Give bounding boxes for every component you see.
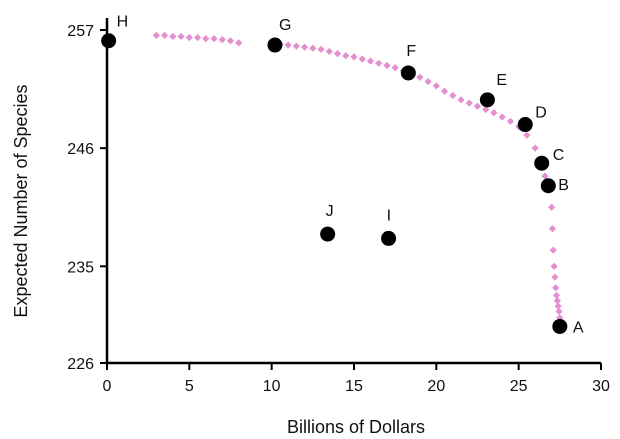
point-label-g: G xyxy=(279,17,291,34)
frontier-point xyxy=(292,42,300,50)
frontier-point xyxy=(449,91,457,100)
frontier-point xyxy=(161,31,169,39)
frontier-point xyxy=(185,33,193,42)
frontier-point xyxy=(555,307,563,316)
point-label-f: F xyxy=(406,43,416,60)
frontier-point xyxy=(350,53,358,61)
y-tick-label: 235 xyxy=(67,259,94,276)
frontier-point xyxy=(531,144,539,152)
point-g xyxy=(267,37,283,53)
frontier-point xyxy=(549,246,557,254)
frontier-point xyxy=(498,113,506,121)
point-e xyxy=(479,92,495,108)
frontier-point xyxy=(226,37,235,45)
point-label-e: E xyxy=(496,72,507,89)
frontier-point xyxy=(424,77,432,86)
frontier-point xyxy=(358,55,366,63)
point-label-c: C xyxy=(553,147,565,164)
frontier-point xyxy=(552,284,560,292)
frontier-point xyxy=(440,87,449,95)
frontier-point xyxy=(325,47,333,56)
frontier-point xyxy=(465,99,473,107)
frontier-point xyxy=(193,33,202,42)
frontier-point xyxy=(548,225,557,233)
frontier-point xyxy=(284,41,292,49)
frontier-point xyxy=(490,109,498,117)
point-label-d: D xyxy=(535,105,547,122)
x-axis-title: Billions of Dollars xyxy=(287,417,425,437)
x-tick-label: 20 xyxy=(427,378,445,395)
y-tick-label: 226 xyxy=(67,356,94,373)
frontier-point xyxy=(342,52,350,60)
frontier-point xyxy=(218,36,226,44)
frontier-point xyxy=(383,61,391,70)
point-j xyxy=(320,226,336,242)
y-tick-label: 257 xyxy=(67,23,94,40)
point-a xyxy=(552,318,568,334)
x-tick-label: 0 xyxy=(103,378,112,395)
point-label-h: H xyxy=(117,14,129,31)
frontier-point xyxy=(177,32,185,41)
frontier-point xyxy=(482,105,490,114)
frontier-point xyxy=(169,32,177,41)
frontier-point xyxy=(548,203,556,211)
point-h xyxy=(101,33,117,49)
frontier-point xyxy=(432,82,440,90)
frontier-point xyxy=(552,291,561,299)
frontier-point xyxy=(309,44,317,52)
labeled-points: H G F E D CB J I A xyxy=(101,14,584,336)
frontier-point xyxy=(506,117,515,125)
frontier-point xyxy=(317,45,325,53)
x-tick-label: 30 xyxy=(592,378,610,395)
point-label-j: J xyxy=(326,203,334,220)
point-label-b: B xyxy=(558,177,569,194)
x-tick-label: 5 xyxy=(185,378,194,395)
frontier-point xyxy=(152,31,160,39)
frontier-point xyxy=(551,273,559,281)
x-tick-label: 15 xyxy=(345,378,363,395)
frontier-point xyxy=(366,57,375,65)
frontier-point xyxy=(333,50,342,58)
y-tick-label: 246 xyxy=(67,141,94,158)
point-i xyxy=(381,230,397,246)
point-b xyxy=(540,178,556,194)
frontier-point xyxy=(202,34,210,43)
x-axis-ticks: 0 5 10 15 20 25 30 xyxy=(103,363,610,395)
frontier-point xyxy=(301,43,309,51)
y-axis-ticks: 226 235 246 257 xyxy=(67,23,107,373)
frontier-point xyxy=(457,96,465,104)
point-label-a: A xyxy=(573,319,584,336)
y-axis-title: Expected Number of Species xyxy=(11,84,31,317)
frontier-point xyxy=(210,34,218,43)
x-tick-label: 25 xyxy=(510,378,528,395)
frontier-point xyxy=(416,73,424,81)
frontier-point xyxy=(473,102,482,110)
frontier-point xyxy=(523,131,531,139)
frontier-point xyxy=(391,63,399,72)
point-label-i: I xyxy=(387,207,391,224)
point-c xyxy=(534,155,550,171)
frontier-point xyxy=(235,39,243,47)
x-tick-label: 10 xyxy=(263,378,281,395)
point-d xyxy=(517,117,533,133)
frontier-point xyxy=(375,59,383,67)
frontier-point xyxy=(541,172,549,180)
frontier-point xyxy=(550,262,558,270)
frontier-point xyxy=(553,297,561,305)
point-f xyxy=(400,65,416,81)
frontier-point xyxy=(554,302,562,310)
